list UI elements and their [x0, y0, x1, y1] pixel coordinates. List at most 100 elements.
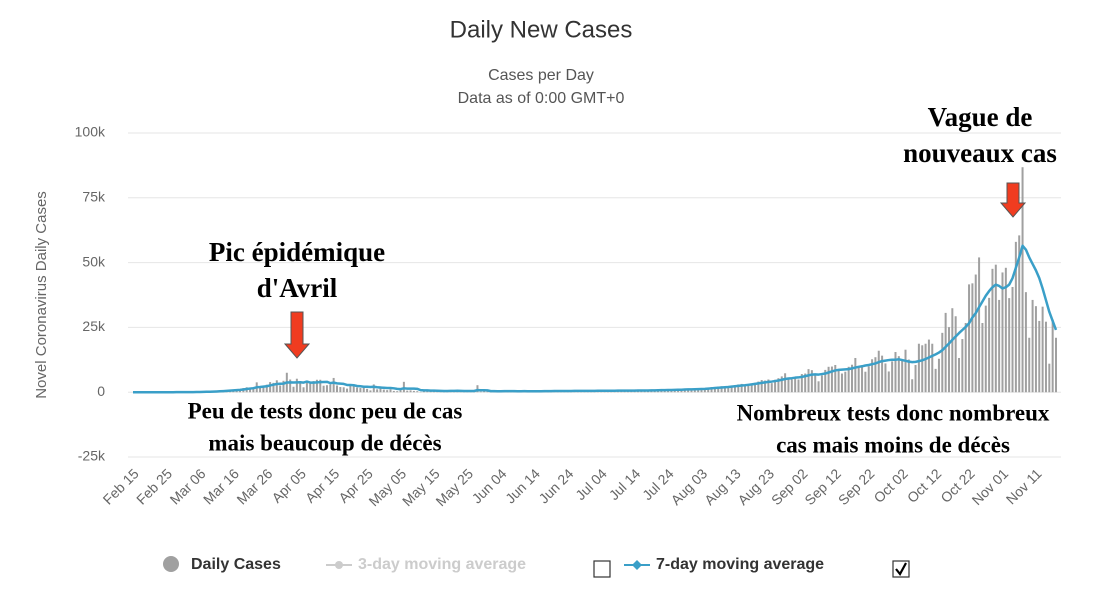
bar — [333, 378, 335, 392]
bar — [413, 391, 415, 392]
bar — [985, 306, 987, 393]
bar — [884, 363, 886, 392]
bar — [259, 388, 261, 392]
bar — [323, 386, 325, 392]
bar — [998, 300, 1000, 392]
bar — [1028, 338, 1030, 392]
x-tick-label: Sep 02 — [768, 465, 811, 508]
bar — [938, 359, 940, 392]
bar — [925, 344, 927, 392]
bar — [894, 352, 896, 392]
bar — [818, 381, 820, 392]
bar — [828, 367, 830, 392]
bar — [988, 298, 990, 392]
bar — [1045, 322, 1047, 393]
bar — [898, 356, 900, 392]
bar — [958, 358, 960, 392]
bar — [416, 391, 418, 392]
legend-symbol — [632, 560, 642, 570]
y-axis-title: Novel Coronavirus Daily Cases — [33, 191, 50, 399]
bar — [838, 370, 840, 392]
bar — [363, 388, 365, 392]
annotation: nouveaux cas — [903, 138, 1057, 168]
bar — [1055, 338, 1057, 392]
bar — [1012, 287, 1014, 392]
bar — [303, 387, 305, 392]
legend: Daily Cases 3-day moving average 7-day m… — [163, 556, 909, 577]
bar — [961, 339, 963, 392]
chart-title: Daily New Cases — [450, 16, 633, 43]
bar — [797, 379, 799, 392]
bar — [868, 366, 870, 392]
bar — [1048, 364, 1050, 393]
bar — [279, 385, 281, 392]
bar — [383, 390, 385, 393]
bar — [369, 390, 371, 392]
bar — [276, 380, 278, 392]
legend-label[interactable]: 7-day moving average — [656, 556, 824, 573]
bar — [888, 371, 890, 392]
y-tick-label: 50k — [82, 253, 106, 269]
annotation: mais beaucoup de décès — [208, 430, 441, 455]
bar — [978, 257, 980, 392]
bar — [808, 369, 810, 392]
checkbox[interactable] — [594, 561, 610, 577]
y-tick-label: -25k — [78, 448, 106, 464]
x-tick-label: Sep 12 — [801, 465, 844, 508]
x-tick-label: Oct 02 — [870, 465, 911, 506]
bar — [410, 390, 412, 392]
bar — [935, 369, 937, 392]
x-tick-label: Jun 04 — [469, 465, 510, 506]
annotation: Nombreux tests donc nombreux — [737, 400, 1050, 425]
bar — [356, 388, 358, 393]
bar — [771, 383, 773, 392]
x-tick-label: Jul 14 — [606, 465, 644, 503]
legend-label[interactable]: 3-day moving average — [358, 556, 526, 573]
bar — [965, 323, 967, 392]
x-tick-label: Mar 16 — [200, 465, 242, 507]
bar — [480, 392, 482, 393]
legend-label[interactable]: Daily Cases — [191, 556, 281, 573]
x-tick-label: May 25 — [432, 465, 476, 509]
bar — [306, 382, 308, 392]
line-layer — [133, 246, 1056, 392]
bar — [901, 359, 903, 392]
bar — [326, 385, 328, 392]
bar — [921, 345, 923, 392]
bar — [931, 344, 933, 392]
bar — [1025, 292, 1027, 392]
bar — [376, 389, 378, 392]
y-tick-label: 0 — [97, 383, 105, 399]
bar — [403, 382, 405, 392]
bar — [911, 379, 913, 392]
bar — [968, 284, 970, 392]
bar — [329, 384, 331, 392]
bar — [396, 391, 398, 392]
bar — [349, 386, 351, 392]
x-tick-label: Nov 11 — [1003, 465, 1045, 507]
bar — [858, 367, 860, 392]
bar — [379, 388, 381, 392]
bar — [908, 360, 910, 393]
bar — [296, 379, 298, 392]
bar — [1035, 306, 1037, 392]
x-tick-label: Sep 22 — [835, 465, 878, 508]
x-tick-label: Mar 26 — [233, 465, 275, 507]
moving-average-line — [133, 246, 1056, 392]
x-tick-label: Feb 25 — [133, 465, 175, 507]
x-tick-label: Aug 13 — [701, 465, 744, 508]
x-tick-label: Oct 12 — [904, 465, 945, 506]
x-tick-label: Mar 06 — [166, 465, 208, 507]
bar — [406, 391, 408, 393]
x-tick-label: Aug 03 — [668, 465, 711, 508]
chart-subtitle: Cases per Day — [488, 67, 594, 84]
bar — [854, 358, 856, 392]
bar — [814, 374, 816, 392]
bar — [1038, 321, 1040, 392]
bar — [941, 333, 943, 392]
annotations: Pic épidémique d'Avril Vague de nouveaux… — [188, 102, 1057, 457]
bar — [971, 283, 973, 392]
bar — [794, 378, 796, 392]
bar — [339, 387, 341, 392]
